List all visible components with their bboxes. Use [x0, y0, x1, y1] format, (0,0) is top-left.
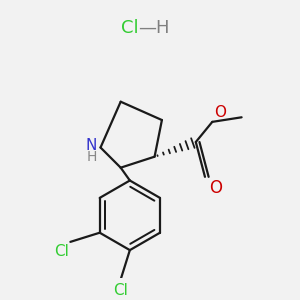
Text: Cl: Cl — [54, 244, 69, 259]
Text: O: O — [209, 179, 223, 197]
Text: Cl: Cl — [121, 20, 138, 38]
Text: Cl: Cl — [113, 283, 128, 298]
Text: H: H — [86, 150, 97, 164]
Text: N: N — [85, 138, 97, 153]
Text: —H: —H — [138, 20, 169, 38]
Text: O: O — [214, 105, 226, 120]
